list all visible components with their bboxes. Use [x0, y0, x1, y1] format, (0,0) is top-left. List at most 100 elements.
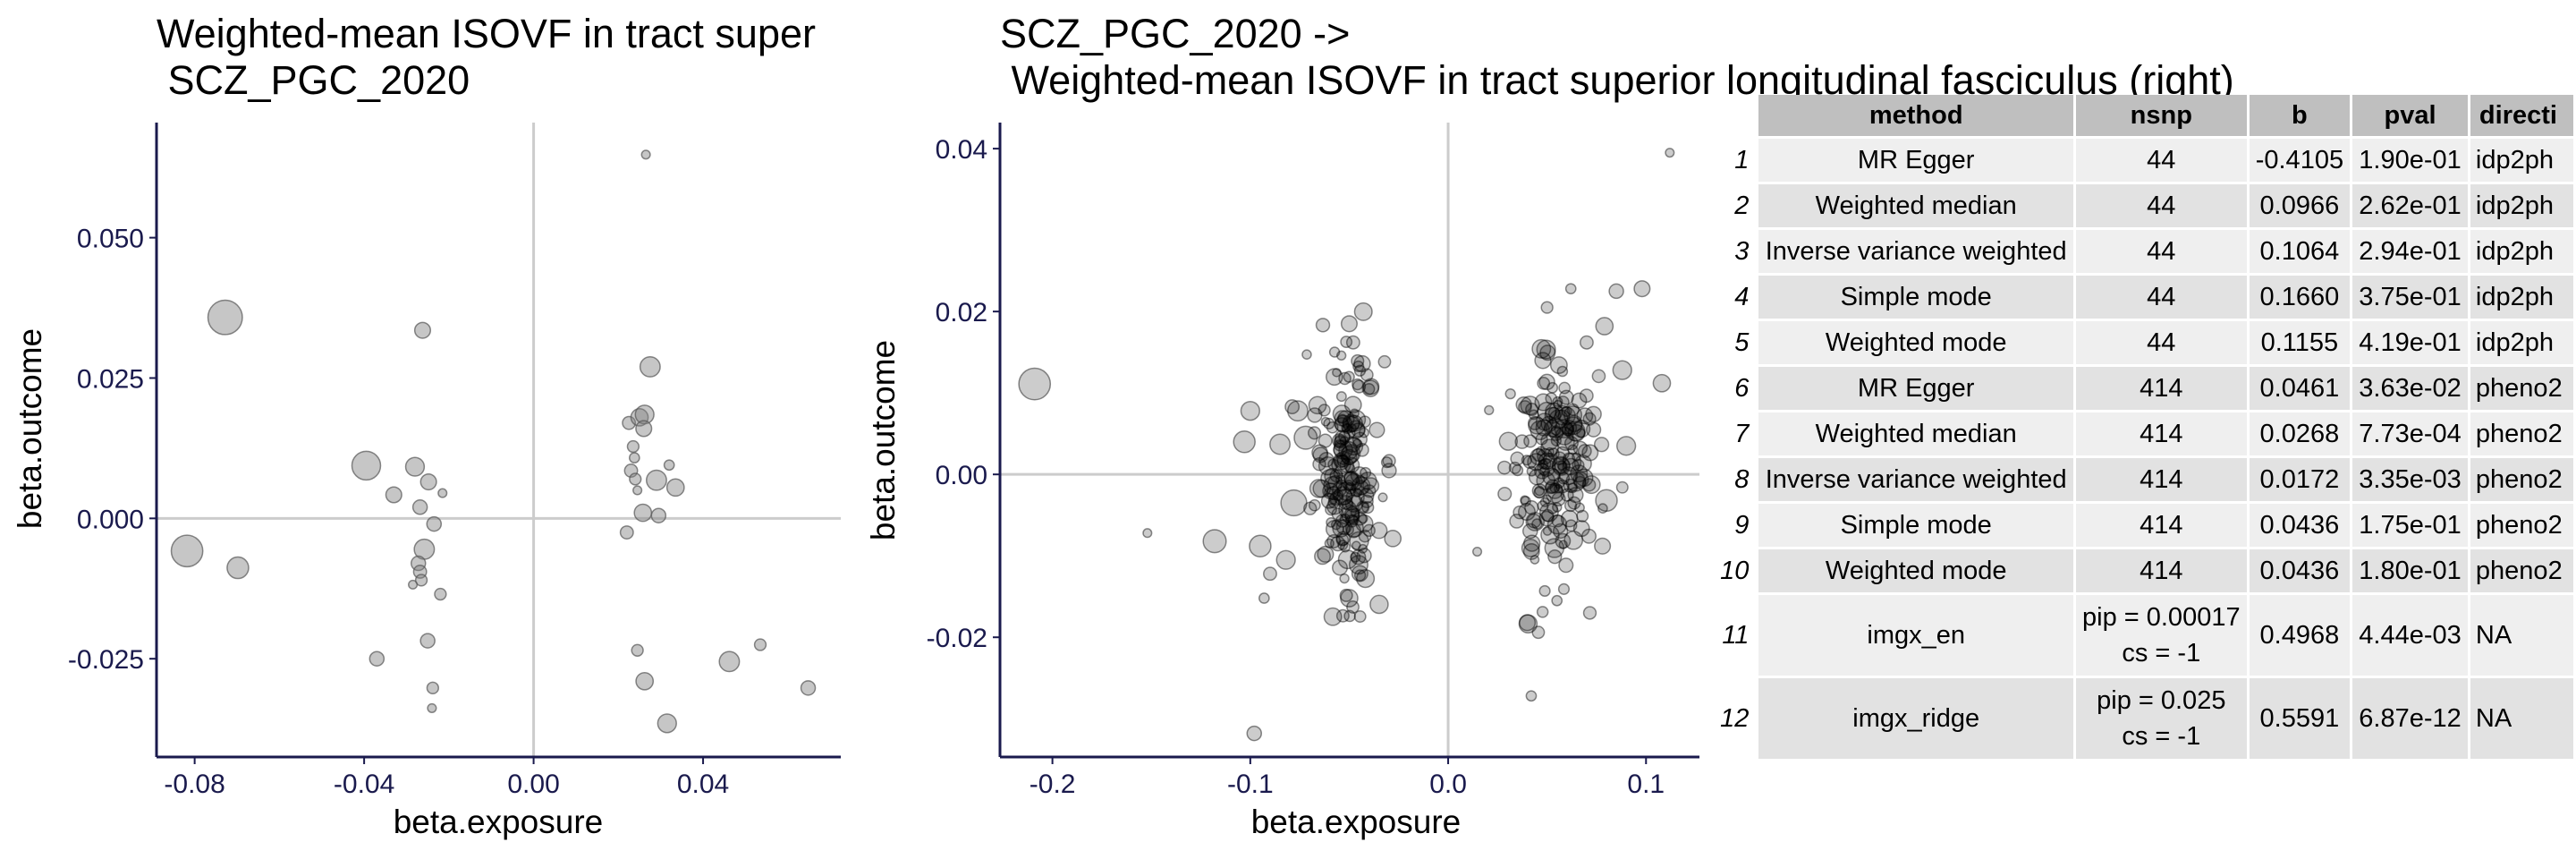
data-point [410, 555, 427, 572]
data-point [1633, 280, 1651, 298]
data-point [1545, 392, 1558, 405]
data-point [1520, 395, 1540, 416]
data-point [1582, 412, 1597, 426]
data-point [1562, 421, 1575, 435]
data-point [1343, 506, 1360, 523]
data-point [1521, 455, 1532, 466]
data-point [1550, 425, 1562, 437]
cell-direction: pheno2 [2470, 367, 2573, 410]
column-header-b: b [2249, 95, 2351, 136]
data-point [1340, 589, 1359, 608]
data-point [1358, 543, 1368, 554]
data-point [1301, 349, 1312, 360]
data-point [1337, 549, 1358, 570]
data-point [1539, 497, 1550, 507]
data-point [1345, 464, 1356, 474]
data-point [1333, 452, 1349, 468]
cell-method: Weighted median [1758, 412, 2073, 455]
data-point [1534, 352, 1552, 370]
cell-nsnp: 414 [2075, 412, 2247, 455]
data-point [1531, 518, 1543, 530]
data-point [1377, 492, 1388, 503]
data-point [1572, 419, 1591, 438]
cell-method: Weighted mode [1758, 321, 2073, 364]
plot1-x-axis-label: beta.exposure [394, 804, 604, 840]
data-point [1327, 474, 1343, 491]
table-row: 6 MR Egger 414 0.0461 3.63e-02 pheno2 [1718, 367, 2573, 410]
data-point [1563, 436, 1579, 451]
data-point [1335, 531, 1351, 546]
data-point [1542, 452, 1558, 468]
data-point [1576, 428, 1586, 438]
x-tick-label: -0.2 [1030, 770, 1076, 799]
data-point [1523, 534, 1541, 552]
data-point [1018, 367, 1052, 401]
data-point [1576, 509, 1589, 523]
data-point [645, 469, 667, 491]
plot2-x-axis-label: beta.exposure [1251, 804, 1462, 840]
data-point [1548, 409, 1569, 430]
row-number: 2 [1718, 184, 1757, 227]
data-point [1323, 476, 1343, 495]
data-point [437, 488, 448, 498]
cell-pval: 3.35e-03 [2352, 458, 2468, 501]
data-point [413, 321, 432, 339]
data-point [1350, 483, 1364, 498]
data-point [1546, 482, 1563, 499]
data-point [1353, 569, 1367, 582]
y-tick-label: 0.00 [936, 461, 987, 490]
cell-nsnp: 44 [2075, 139, 2247, 182]
data-point [1572, 520, 1590, 538]
data-point [1525, 690, 1538, 702]
data-point [1582, 606, 1597, 620]
data-point [1563, 499, 1578, 513]
data-point [1557, 472, 1571, 485]
data-point [1544, 406, 1562, 424]
data-point [1347, 423, 1357, 433]
data-point [1540, 524, 1560, 545]
data-point [1513, 505, 1527, 520]
data-point [1352, 540, 1361, 550]
cell-pval: 1.75e-01 [2352, 504, 2468, 547]
table-header-row: method nsnp b pval directi [1718, 95, 2573, 136]
data-point [1343, 370, 1355, 383]
data-point [1344, 437, 1364, 456]
data-point [1381, 463, 1397, 479]
table-row: 3 Inverse variance weighted 44 0.1064 2.… [1718, 230, 2573, 273]
data-point [1537, 458, 1556, 477]
plot2-axes: -0.2 -0.1 0.0 0.1 -0.02 0.00 0.02 0.04 [927, 123, 1699, 799]
data-point [1350, 466, 1368, 484]
data-point [1512, 464, 1524, 477]
data-point [1324, 488, 1334, 498]
data-point [1520, 495, 1530, 506]
plot2-reference-lines [1000, 123, 1699, 757]
data-point [1311, 444, 1328, 462]
data-point [1350, 551, 1361, 563]
data-point [1554, 409, 1571, 426]
data-point [1559, 466, 1579, 486]
data-point [1358, 529, 1372, 543]
table-row: 5 Weighted mode 44 0.1155 4.19e-01 idp2p… [1718, 321, 2573, 364]
data-point [1573, 475, 1587, 489]
data-point [1340, 446, 1360, 465]
table-row: 7 Weighted median 414 0.0268 7.73e-04 ph… [1718, 412, 2573, 455]
y-tick-label: 0.025 [77, 364, 144, 394]
data-point [1339, 436, 1349, 446]
data-point [1552, 395, 1563, 407]
data-point [1327, 495, 1338, 505]
data-point [1322, 482, 1339, 500]
data-point [1524, 500, 1539, 515]
cell-direction: pheno2 [2470, 412, 2573, 455]
data-point [1565, 471, 1587, 492]
data-point [1351, 565, 1368, 583]
data-point [1528, 415, 1543, 430]
data-point [1337, 495, 1353, 510]
data-point [1558, 540, 1568, 549]
data-point [1538, 584, 1551, 598]
data-point [1334, 417, 1350, 432]
data-point [1353, 354, 1371, 373]
cell-pval: 4.19e-01 [2352, 321, 2468, 364]
data-point [1314, 548, 1331, 566]
data-point [1350, 549, 1367, 566]
mr-results-table-container: method nsnp b pval directi 1 MR Egger 44… [1718, 95, 2576, 763]
